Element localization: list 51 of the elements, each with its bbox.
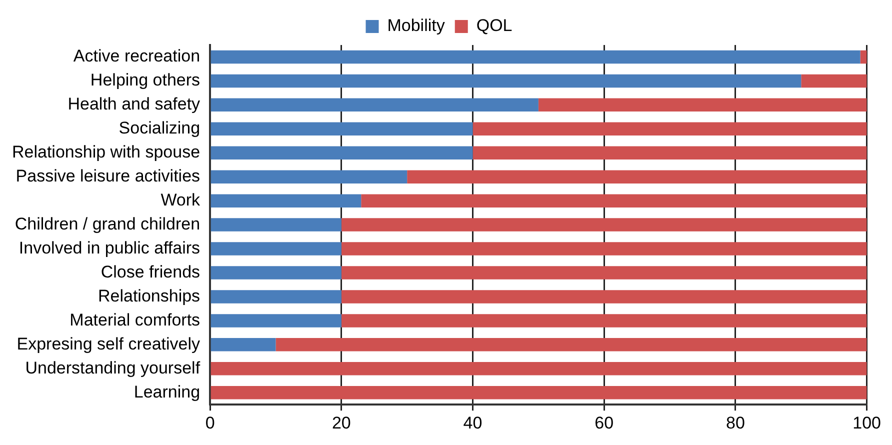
bar (210, 122, 473, 136)
bar (801, 74, 867, 88)
bar (407, 170, 867, 184)
y-tick-label: Material comforts (70, 310, 200, 330)
y-tick-label: Helping others (90, 70, 200, 90)
bar (210, 50, 860, 64)
bar (210, 194, 362, 208)
y-tick-label: Passive leisure activities (16, 166, 200, 186)
legend-label: Mobility (387, 16, 446, 36)
y-tick-label: Relationship with spouse (12, 142, 200, 162)
x-tick-label: 100 (852, 413, 882, 432)
bar (210, 338, 276, 352)
bar (210, 218, 342, 232)
bar (341, 218, 867, 232)
bar (210, 98, 538, 112)
y-tick-label: Involved in public affairs (18, 238, 200, 258)
x-tick-label: 40 (463, 413, 482, 432)
bar (210, 386, 867, 400)
bar (472, 146, 867, 160)
y-tick-label: Active recreation (73, 46, 200, 66)
bar (210, 170, 408, 184)
bar (472, 122, 867, 136)
bar (341, 266, 867, 280)
y-tick-label: Children / grand children (14, 214, 200, 234)
bar (341, 242, 867, 256)
bar (210, 362, 867, 376)
bar (341, 290, 867, 304)
bar (276, 338, 867, 352)
y-tick-label: Health and safety (68, 94, 201, 114)
y-tick-label: Expresing self creatively (16, 334, 201, 354)
bar (210, 146, 473, 160)
y-tick-label: Understanding yourself (25, 358, 200, 378)
bar (210, 242, 342, 256)
bar (860, 50, 867, 64)
x-tick-label: 80 (726, 413, 745, 432)
bar (341, 314, 867, 328)
x-tick-label: 0 (205, 413, 215, 432)
legend-label: QOL (476, 16, 512, 36)
x-tick-label: 60 (594, 413, 614, 432)
bar (538, 98, 867, 112)
y-tick-label: Relationships (98, 286, 200, 306)
bar (361, 194, 867, 208)
y-tick-label: Learning (134, 382, 200, 402)
bar (210, 74, 802, 88)
y-tick-label: Work (160, 190, 201, 210)
y-tick-label: Socializing (118, 118, 200, 138)
y-tick-label: Close friends (100, 262, 200, 282)
bar (210, 314, 342, 328)
bar (210, 290, 342, 304)
bar (210, 266, 342, 280)
x-tick-label: 20 (332, 413, 351, 432)
